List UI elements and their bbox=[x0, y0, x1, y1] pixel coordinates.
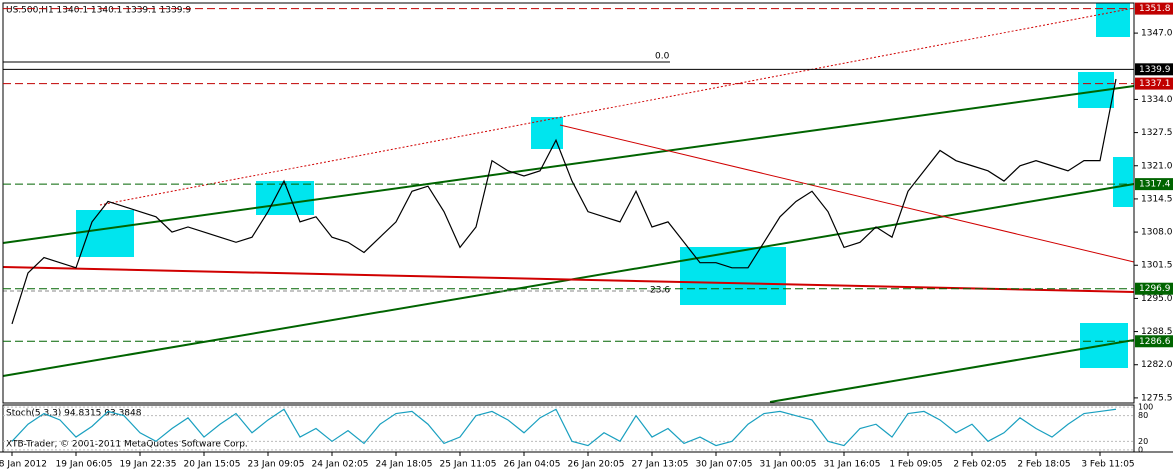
x-tick-label: 19 Jan 22:35 bbox=[120, 460, 177, 470]
stoch-tick-label: 20 bbox=[1138, 437, 1148, 446]
chart-title: US.500,H1 1340.1 1340.1 1339.1 1339.9 bbox=[6, 6, 191, 16]
level-label: 1296.9 bbox=[1139, 284, 1171, 294]
box bbox=[1113, 157, 1133, 207]
box bbox=[76, 210, 134, 257]
y-tick-label: 1308.0 bbox=[1141, 228, 1173, 238]
y-tick-label: 1282.0 bbox=[1141, 360, 1173, 370]
x-tick-label: 2 Feb 02:05 bbox=[953, 460, 1006, 470]
highlight-boxes bbox=[76, 3, 1133, 368]
x-tick-label: 26 Jan 04:05 bbox=[504, 460, 561, 470]
x-tick-label: 25 Jan 11:05 bbox=[440, 460, 497, 470]
x-tick-label: 1 Feb 09:05 bbox=[889, 460, 942, 470]
y-tick-label: 1347.0 bbox=[1141, 29, 1173, 39]
y-tick-label: 1275.5 bbox=[1141, 393, 1173, 403]
level-box bbox=[1135, 282, 1173, 295]
main-frame bbox=[2, 2, 1135, 404]
level-label: 1337.1 bbox=[1139, 79, 1171, 89]
annotation: 23.6 bbox=[650, 286, 670, 296]
x-tick-label: 27 Jan 13:05 bbox=[632, 460, 689, 470]
x-tick-label: 30 Jan 07:05 bbox=[696, 460, 753, 470]
x-tick-label: 3 Feb 11:05 bbox=[1081, 460, 1134, 470]
level-label: 1351.8 bbox=[1139, 4, 1171, 14]
level-label: 1286.6 bbox=[1139, 337, 1171, 347]
price-line bbox=[11, 78, 1117, 325]
x-tick-label: 18 Jan 2012 bbox=[0, 460, 47, 470]
level-box bbox=[1135, 335, 1173, 348]
trend-line bbox=[559, 124, 1135, 263]
y-tick-label: 1327.5 bbox=[1141, 128, 1173, 138]
y-tick-label: 1301.5 bbox=[1141, 261, 1173, 271]
trend-line bbox=[2, 85, 1135, 244]
x-tick-label: 31 Jan 00:05 bbox=[760, 460, 817, 470]
level-label: 1317.4 bbox=[1139, 180, 1171, 190]
box bbox=[256, 181, 314, 215]
annotation: 0.0 bbox=[655, 52, 670, 62]
x-tick-label: 31 Jan 16:05 bbox=[824, 460, 881, 470]
box bbox=[680, 247, 786, 305]
level-label: 1339.9 bbox=[1139, 65, 1171, 75]
trend-lines bbox=[2, 7, 1135, 403]
x-tick-label: 20 Jan 15:05 bbox=[184, 460, 241, 470]
y-tick-label: 1314.5 bbox=[1141, 194, 1173, 204]
trend-line bbox=[769, 339, 1135, 403]
box bbox=[531, 117, 563, 149]
x-tick-label: 19 Jan 06:05 bbox=[56, 460, 113, 470]
footer: XTB-Trader, © 2001-2011 MetaQuotes Softw… bbox=[6, 440, 248, 450]
x-tick-label: 26 Jan 20:05 bbox=[568, 460, 625, 470]
stoch-tick-label: 0 bbox=[1138, 445, 1143, 454]
x-tick-label: 23 Jan 09:05 bbox=[248, 460, 305, 470]
box bbox=[1096, 3, 1130, 37]
x-tick-label: 24 Jan 18:05 bbox=[376, 460, 433, 470]
stoch-tick-label: 80 bbox=[1138, 411, 1148, 420]
level-box bbox=[1135, 2, 1173, 15]
stoch-tick-label: 100 bbox=[1138, 403, 1153, 412]
y-tick-label: 1334.0 bbox=[1141, 95, 1173, 105]
x-tick-label: 2 Feb 18:05 bbox=[1017, 460, 1070, 470]
trend-line bbox=[2, 266, 1135, 293]
level-box bbox=[1135, 178, 1173, 191]
level-box bbox=[1135, 63, 1173, 76]
y-tick-label: 1295.0 bbox=[1141, 294, 1173, 304]
stoch-title: Stoch(5,3,3) 94.8315 93.3848 bbox=[6, 409, 142, 419]
y-tick-label: 1288.5 bbox=[1141, 327, 1173, 337]
trend-line bbox=[99, 7, 1135, 206]
x-tick-label: 24 Jan 02:05 bbox=[312, 460, 369, 470]
price-line bbox=[11, 408, 1117, 447]
level-box bbox=[1135, 77, 1173, 90]
y-tick-label: 1321.0 bbox=[1141, 161, 1173, 171]
